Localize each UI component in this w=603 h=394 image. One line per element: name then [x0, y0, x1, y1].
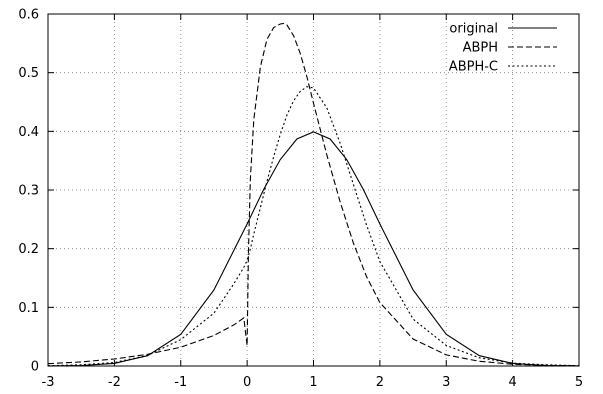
- x-tick-label: -2: [108, 375, 121, 390]
- y-tick-label: 0.1: [18, 301, 39, 316]
- legend: original ABPH ABPH-C: [449, 22, 557, 75]
- x-tick-label: 1: [309, 375, 317, 390]
- y-tick-label: 0.6: [18, 8, 39, 23]
- x-tick-labels: -3 -2 -1 0 1 2 3 4 5: [42, 375, 584, 390]
- y-tick-label: 0.5: [18, 66, 39, 81]
- x-tick-label: 3: [442, 375, 450, 390]
- x-tick-label: 4: [508, 375, 516, 390]
- y-tick-label: 0.4: [18, 125, 39, 140]
- legend-label: ABPH: [463, 41, 498, 56]
- x-tick-label: 0: [243, 375, 251, 390]
- series-layer: [47, 22, 580, 367]
- x-tick-label: 2: [376, 375, 384, 390]
- y-tick-label: 0: [31, 360, 39, 375]
- series-line-original: [47, 131, 580, 367]
- grid-lines: [48, 14, 579, 366]
- axis-ticks: [47, 13, 580, 367]
- x-tick-label: -1: [174, 375, 187, 390]
- y-tick-labels: 0 0.1 0.2 0.3 0.4 0.5 0.6: [18, 8, 39, 375]
- y-tick-label: 0.3: [18, 184, 39, 199]
- x-tick-label: -3: [42, 375, 55, 390]
- series-line-abph-c: [47, 86, 580, 367]
- x-tick-label: 5: [575, 375, 583, 390]
- legend-label: original: [449, 22, 498, 37]
- y-tick-label: 0.2: [18, 242, 39, 257]
- series-line-abph: [47, 22, 580, 367]
- legend-label: ABPH-C: [449, 60, 498, 75]
